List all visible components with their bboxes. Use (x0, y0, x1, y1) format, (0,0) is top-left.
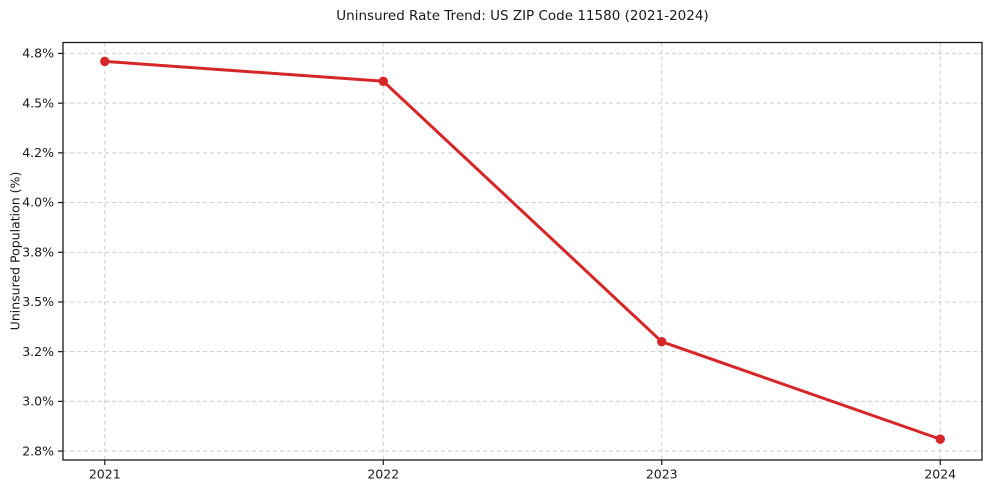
axes-box (62, 41, 983, 461)
y-tick-label: 2.8% (22, 443, 54, 458)
data-point-marker (378, 76, 388, 86)
data-point-marker (100, 56, 110, 67)
y-tick-label: 4.5% (22, 95, 54, 110)
x-tick-label: 2021 (89, 467, 121, 482)
data-point-marker (657, 337, 667, 347)
x-tick-label: 2024 (924, 467, 956, 482)
y-tick-label: 3.8% (22, 244, 54, 259)
y-tick-label: 3.5% (22, 294, 54, 309)
data-point-marker (935, 434, 945, 444)
y-tick-label: 4.0% (22, 195, 54, 210)
trend-line (103, 59, 942, 441)
y-tick-label: 4.2% (22, 145, 54, 160)
y-tick-label: 4.8% (22, 46, 54, 61)
chart-title: Uninsured Rate Trend: US ZIP Code 11580 … (336, 8, 709, 24)
y-tick-label: 3.2% (22, 344, 54, 359)
x-tick-label: 2023 (646, 467, 678, 482)
x-tick-label: 2022 (367, 467, 399, 482)
y-tick-label: 3.0% (22, 394, 54, 409)
